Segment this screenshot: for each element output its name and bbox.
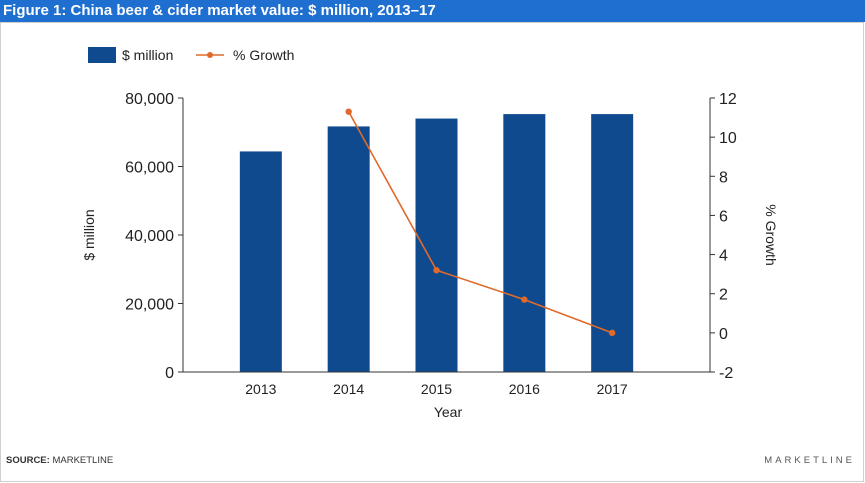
x-tick-label: 2015 [421,381,452,397]
bar-2014 [327,126,370,373]
source-value: MARKETLINE [52,455,114,466]
y-tick-label: 40,000 [125,228,174,245]
y2-tick-label: 4 [719,248,728,265]
legend-bar-label: $ million [122,47,173,63]
figure-title: Figure 1: China beer & cider market valu… [0,0,865,22]
source-note: SOURCE: MARKETLINE [6,455,113,466]
bar-2016 [503,114,546,372]
y2-tick-label: 2 [719,287,728,304]
y2-tick-label: 12 [719,91,737,108]
y2-tick-label: 8 [719,169,728,186]
source-label: SOURCE: [6,455,50,466]
growth-point-2015 [433,267,440,274]
bar-series [239,114,634,373]
growth-series [345,108,616,337]
x-tick-label: 2016 [509,381,540,397]
growth-point-2016 [521,296,528,303]
y2-axis-label: % Growth [763,204,779,265]
y2-tick-label: -2 [719,365,733,382]
growth-point-2014 [345,108,352,115]
y-tick-label: 60,000 [125,160,174,177]
x-tick-label: 2014 [333,381,364,397]
x-tick-label: 2013 [245,381,276,397]
x-tick-label: 2017 [597,381,628,397]
chart-frame [0,22,864,482]
bar-2013 [239,151,282,372]
y-tick-label: 0 [165,365,174,382]
axes: 0 20,000 40,000 60,000 80,000 $ million -2 0 2 4 6… [81,91,779,420]
legend-line-marker [207,52,213,58]
y-tick-label: 80,000 [125,91,174,108]
legend-line-label: % Growth [233,47,294,63]
bar-2017 [591,114,634,372]
growth-point-2017 [608,329,616,337]
y2-tick-label: 6 [719,208,728,225]
legend: $ million % Growth [88,47,294,63]
growth-line [347,111,613,334]
legend-bar-swatch [88,47,116,63]
y2-tick-label: 10 [719,130,737,147]
y-tick-label: 20,000 [125,297,174,314]
x-axis-label: Year [434,404,463,420]
brand-logo: MARKETLINE [764,455,855,466]
y2-tick-label: 0 [719,326,728,343]
y-axis-label: $ million [81,209,97,260]
